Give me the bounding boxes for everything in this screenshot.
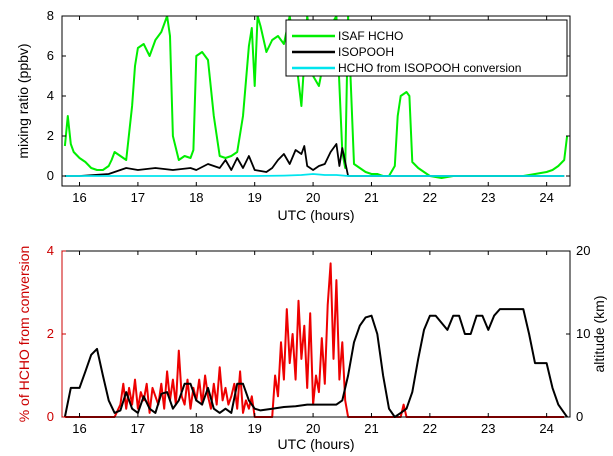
bottom-x-tick-label: 20 bbox=[306, 421, 320, 436]
top-x-tick-label: 23 bbox=[481, 190, 495, 205]
top-plot-area bbox=[63, 16, 569, 179]
legend-label-isaf: ISAF HCHO bbox=[338, 29, 403, 43]
series-line-hcho-from-conversion bbox=[64, 173, 565, 177]
bottom-x-tick-label: 17 bbox=[131, 421, 145, 436]
bottom-x-tick-label: 24 bbox=[539, 421, 553, 436]
bottom-x-tick-label: 16 bbox=[72, 421, 86, 436]
bottom-left-y-tick-label: 0 bbox=[47, 409, 54, 424]
bottom-plot-area bbox=[63, 262, 568, 418]
bottom-left-y-tick-label: 2 bbox=[47, 326, 54, 341]
top-x-tick-label: 22 bbox=[423, 190, 437, 205]
bottom-x-tick-label: 22 bbox=[423, 421, 437, 436]
top-y-tick-label: 6 bbox=[47, 48, 54, 63]
bottom-x-tick-label: 21 bbox=[364, 421, 378, 436]
series-line-altitude bbox=[63, 308, 568, 418]
top-x-axis-label: UTC (hours) bbox=[277, 207, 354, 223]
top-x-tick-label: 20 bbox=[306, 190, 320, 205]
bottom-right-y-tick-label: 0 bbox=[576, 409, 583, 424]
legend-label-isopooh: ISOPOOH bbox=[338, 45, 394, 59]
top-x-tick-label: 17 bbox=[131, 190, 145, 205]
top-y-axis-label: mixing ratio (ppbv) bbox=[15, 43, 31, 158]
bottom-x-axis-label: UTC (hours) bbox=[277, 436, 354, 452]
top-x-tick-label: 21 bbox=[364, 190, 378, 205]
bottom-left-y-tick-label: 4 bbox=[47, 243, 54, 258]
legend-label-conversion: HCHO from ISOPOOH conversion bbox=[338, 61, 521, 75]
top-y-tick-label: 0 bbox=[47, 168, 54, 183]
top-x-tick-label: 24 bbox=[539, 190, 553, 205]
top-y-tick-label: 4 bbox=[47, 88, 54, 103]
top-y-tick-label: 8 bbox=[47, 8, 54, 23]
series-line-percent-hcho bbox=[64, 262, 565, 418]
top-y-tick-label: 2 bbox=[47, 128, 54, 143]
bottom-x-tick-label: 18 bbox=[189, 421, 203, 436]
legend-box bbox=[285, 19, 568, 77]
top-legend: ISAF HCHO ISOPOOH HCHO from ISOPOOH conv… bbox=[285, 19, 568, 77]
bottom-right-y-tick-label: 10 bbox=[576, 326, 590, 341]
top-x-tick-label: 18 bbox=[189, 190, 203, 205]
top-x-tick-label: 16 bbox=[72, 190, 86, 205]
top-axes-box bbox=[61, 15, 571, 187]
bottom-x-tick-label: 19 bbox=[247, 421, 261, 436]
series-line-isaf-hcho bbox=[63, 16, 569, 179]
bottom-x-tick-label: 23 bbox=[481, 421, 495, 436]
bottom-right-y-tick-label: 20 bbox=[576, 243, 590, 258]
top-x-tick-label: 19 bbox=[247, 190, 261, 205]
top-series-group bbox=[63, 16, 569, 179]
bottom-y-axis-label-left: % of HCHO from conversion bbox=[16, 246, 32, 423]
bottom-y-axis-label-right: altitude (km) bbox=[591, 295, 607, 372]
